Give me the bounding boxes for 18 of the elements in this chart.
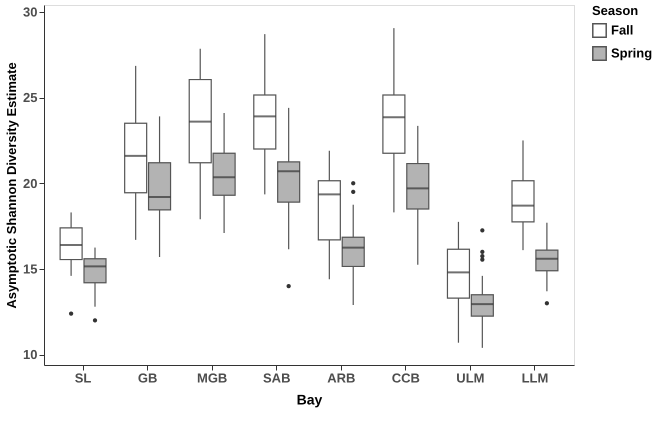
x-tick-label: SAB: [262, 370, 290, 386]
legend-label: Spring: [611, 46, 652, 60]
y-tick-label: 20: [23, 176, 38, 191]
legend-label: Fall: [611, 22, 634, 38]
x-tick-label: GB: [138, 370, 158, 386]
x-tick-label: ULM: [456, 370, 484, 386]
legend-title: Season: [592, 3, 638, 18]
x-axis-title: Bay: [296, 392, 323, 408]
y-tick-label: 15: [23, 262, 38, 276]
x-tick-label: LLM: [522, 370, 548, 386]
y-axis-title: Asymptotic Shannon Diversity Estimate: [4, 62, 20, 309]
y-tick-label: 30: [23, 4, 38, 20]
y-tick-label: 10: [23, 347, 38, 362]
y-tick-label: 25: [23, 90, 38, 106]
x-tick-label: CCB: [392, 370, 420, 386]
x-tick-label: SL: [74, 370, 92, 386]
x-tick-label: MGB: [196, 370, 228, 386]
x-tick-label: ARB: [327, 370, 356, 386]
